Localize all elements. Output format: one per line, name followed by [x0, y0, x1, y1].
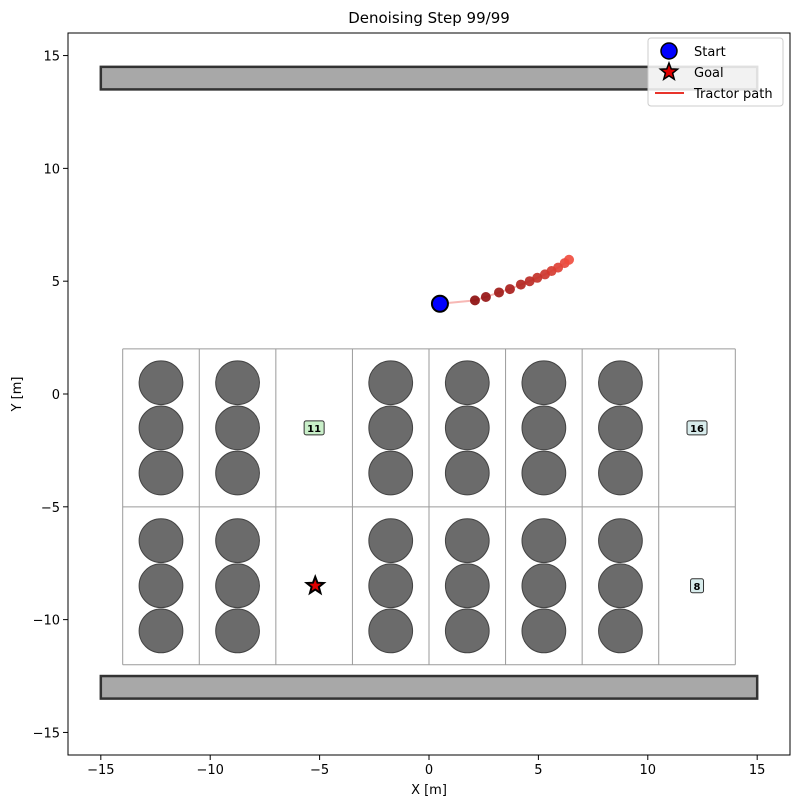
wall-1	[99, 674, 759, 700]
path-point-12	[564, 254, 575, 265]
tree-3-3	[444, 518, 490, 564]
cell-grid-layer	[122, 348, 736, 666]
path-point-6	[524, 276, 535, 287]
path-point-5	[515, 279, 526, 290]
legend: Start Goal Tractor path	[647, 37, 784, 107]
start-marker	[430, 294, 449, 313]
y-tick-label-3: 0	[52, 388, 60, 403]
tree-0-3	[138, 518, 184, 564]
tree-5-3	[598, 518, 643, 564]
cell-label-box-1	[686, 420, 708, 436]
x-tick-label-6: 15	[749, 763, 766, 778]
tree-2-3	[368, 518, 414, 564]
legend-path-label: Tractor path	[693, 87, 773, 102]
path-point-1	[469, 295, 480, 306]
tree-3-5	[444, 608, 490, 654]
legend-goal-marker	[658, 60, 680, 82]
y-tick-label-2: −5	[41, 501, 60, 516]
tree-4-0	[521, 360, 567, 406]
tree-5-2	[598, 450, 643, 496]
tree-4-2	[521, 450, 567, 496]
tree-1-4	[215, 563, 260, 609]
path-point-7	[532, 272, 543, 283]
tree-5-4	[598, 563, 643, 609]
tree-2-5	[368, 608, 414, 654]
legend-box	[647, 37, 784, 107]
tree-0-4	[138, 563, 184, 609]
x-axis-label: X [m]	[411, 783, 447, 798]
tree-0-2	[138, 450, 184, 496]
tree-0-0	[138, 360, 184, 406]
tree-4-5	[521, 608, 567, 654]
tree-5-0	[598, 360, 643, 406]
legend-goal-label: Goal	[694, 66, 724, 81]
tree-1-5	[215, 608, 260, 654]
cell-label-1: 16	[690, 424, 704, 435]
legend-start-marker	[660, 42, 678, 60]
markers-layer	[303, 294, 449, 596]
x-axis-ticks: −15 −10 −5 0 5 10 15	[87, 755, 765, 778]
cell-label-2: 8	[694, 582, 701, 593]
chart-title: Denoising Step 99/99	[348, 9, 510, 27]
tree-3-0	[444, 360, 490, 406]
legend-start-label: Start	[694, 45, 726, 60]
cell-label-0: 11	[307, 424, 321, 435]
tree-0-5	[138, 608, 184, 654]
path-point-3	[494, 287, 505, 298]
tractor-path-line	[439, 258, 570, 305]
cell-label-box-0	[303, 420, 325, 436]
x-tick-label-5: 10	[640, 763, 657, 778]
goal-marker	[303, 573, 327, 596]
tree-1-2	[215, 450, 260, 496]
y-tick-label-5: 10	[43, 162, 60, 177]
y-tick-label-0: −15	[33, 726, 60, 741]
tree-2-4	[368, 563, 414, 609]
y-axis-ticks: −15 −10 −5 0 5 10 15	[33, 50, 68, 741]
x-tick-label-0: −15	[87, 763, 114, 778]
tree-0-1	[138, 405, 184, 451]
walls-layer	[99, 65, 759, 700]
tree-3-2	[444, 450, 490, 496]
path-point-2	[480, 291, 491, 302]
y-axis-label: Y [m]	[10, 377, 25, 413]
tree-5-5	[598, 608, 643, 654]
x-tick-label-2: −5	[310, 763, 329, 778]
cell-label-box-2	[690, 578, 705, 594]
tree-2-1	[368, 405, 414, 451]
tree-3-1	[444, 405, 490, 451]
tree-1-1	[215, 405, 260, 451]
tree-4-3	[521, 518, 567, 564]
y-tick-label-4: 5	[52, 275, 60, 290]
x-tick-label-4: 5	[534, 763, 542, 778]
y-tick-label-6: 15	[43, 50, 60, 65]
tree-2-2	[368, 450, 414, 496]
trees-layer	[138, 360, 643, 654]
x-tick-label-3: 0	[425, 763, 433, 778]
tree-2-0	[368, 360, 414, 406]
tree-3-4	[444, 563, 490, 609]
path-point-4	[504, 284, 515, 295]
x-tick-label-1: −10	[196, 763, 223, 778]
y-tick-label-1: −10	[33, 614, 60, 629]
tree-1-0	[215, 360, 260, 406]
tree-5-1	[598, 405, 643, 451]
tree-1-3	[215, 518, 260, 564]
tree-4-4	[521, 563, 567, 609]
cell-labels-layer: 11 16 8	[303, 420, 708, 594]
tree-4-1	[521, 405, 567, 451]
tractor-path-layer	[439, 254, 575, 306]
